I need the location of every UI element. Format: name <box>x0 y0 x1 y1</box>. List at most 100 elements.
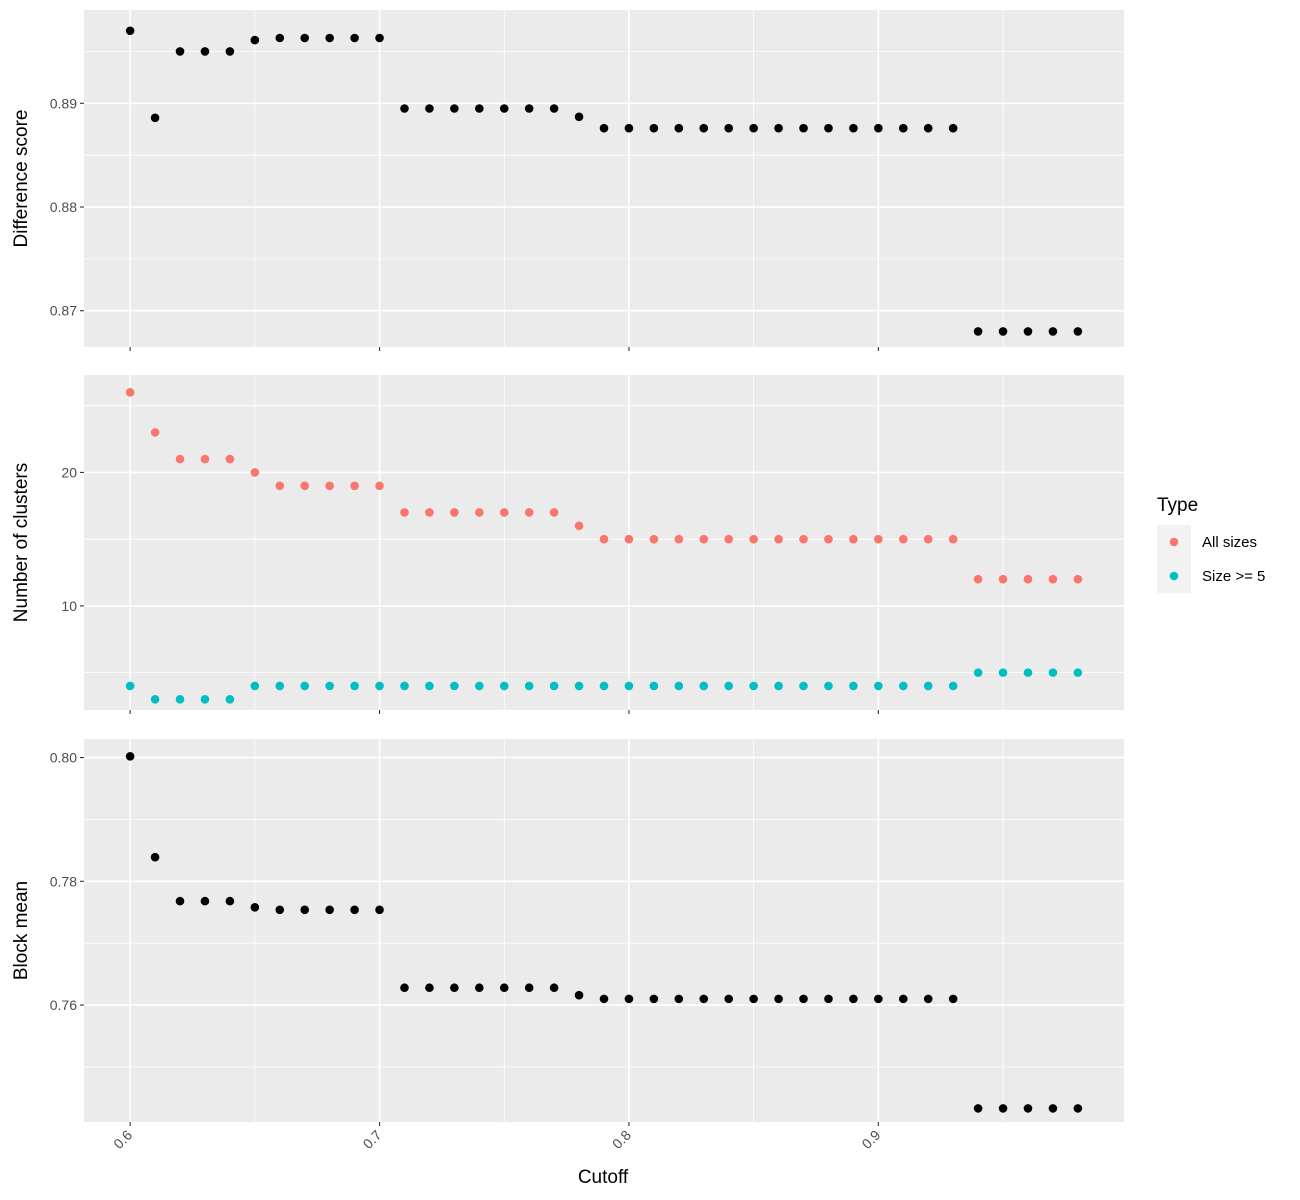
data-point <box>724 534 734 544</box>
legend-dot-all-sizes <box>1169 537 1179 547</box>
data-point <box>599 123 609 133</box>
y-tick-label: 20 <box>61 464 77 480</box>
data-point <box>524 681 534 691</box>
data-point <box>1023 327 1033 336</box>
y-tick-label: 0.89 <box>50 95 77 111</box>
data-point <box>400 508 409 517</box>
panel-background <box>84 10 1124 347</box>
data-point <box>998 668 1008 677</box>
data-point <box>998 1104 1008 1113</box>
data-point <box>275 481 285 491</box>
panel-background <box>84 739 1124 1122</box>
data-point <box>574 112 584 122</box>
data-point <box>524 983 534 993</box>
data-point <box>774 534 783 544</box>
data-point <box>225 695 235 704</box>
data-point <box>824 994 833 1004</box>
data-point <box>624 681 634 691</box>
y-axis-title: Block mean <box>11 881 32 980</box>
series-block-mean <box>125 752 1083 1113</box>
data-point <box>549 681 559 691</box>
data-point <box>574 521 584 531</box>
data-point <box>948 681 958 691</box>
y-tick-label: 0.80 <box>50 750 77 766</box>
legend-label-all-sizes: All sizes <box>1202 534 1257 551</box>
data-point <box>898 123 908 133</box>
series-difference-score <box>125 26 1083 336</box>
data-point <box>774 123 783 133</box>
data-point <box>499 508 509 517</box>
y-tick-label: 0.78 <box>50 873 77 889</box>
x-tick-label: 0.8 <box>609 1127 634 1152</box>
data-point <box>874 123 883 133</box>
x-tick-label: 0.7 <box>360 1127 385 1152</box>
data-point <box>474 681 484 691</box>
data-point <box>849 994 858 1004</box>
y-axis-title: Number of clusters <box>11 463 32 622</box>
data-point <box>923 994 933 1004</box>
data-point <box>499 104 509 113</box>
data-point <box>1023 574 1033 584</box>
data-point <box>649 123 659 133</box>
data-point <box>599 681 609 691</box>
data-point <box>400 104 409 113</box>
data-point <box>150 695 160 704</box>
series-all-sizes <box>125 388 1083 584</box>
data-point <box>849 123 858 133</box>
data-point <box>524 104 534 113</box>
data-point <box>350 905 359 915</box>
data-point <box>1048 574 1058 584</box>
data-point <box>200 896 210 906</box>
data-point <box>1023 668 1033 677</box>
data-point <box>325 681 334 691</box>
series-size-ge-5 <box>125 668 1083 704</box>
x-axis: 0.6 0.7 0.8 0.9 <box>110 1127 883 1152</box>
data-point <box>749 994 758 1004</box>
legend-title: Type <box>1157 495 1198 516</box>
data-point <box>175 454 185 464</box>
data-point <box>874 534 883 544</box>
data-point <box>998 574 1008 584</box>
data-point <box>125 388 135 397</box>
data-point <box>474 104 484 113</box>
data-point <box>549 104 559 113</box>
data-point <box>923 681 933 691</box>
data-point <box>923 534 933 544</box>
data-point <box>849 681 858 691</box>
data-point <box>225 454 235 464</box>
data-point <box>499 983 509 993</box>
data-point <box>674 681 684 691</box>
data-point <box>998 327 1008 336</box>
data-point <box>948 534 958 544</box>
data-point <box>699 994 709 1004</box>
data-point <box>599 994 609 1004</box>
data-point <box>973 1104 983 1113</box>
data-point <box>325 481 334 491</box>
data-point <box>824 681 833 691</box>
data-point <box>1073 327 1083 336</box>
data-point <box>724 123 734 133</box>
data-point <box>125 681 135 691</box>
legend-label-size-ge-5: Size >= 5 <box>1202 568 1265 585</box>
data-point <box>450 104 459 113</box>
data-point <box>624 534 634 544</box>
x-tick-label: 0.6 <box>110 1127 135 1152</box>
data-point <box>948 123 958 133</box>
data-point <box>225 47 235 56</box>
data-point <box>1048 1104 1058 1113</box>
data-point <box>250 35 260 45</box>
data-point <box>300 481 310 491</box>
data-point <box>375 681 384 691</box>
data-point <box>375 905 384 915</box>
data-point <box>125 26 135 36</box>
data-point <box>400 983 409 993</box>
data-point <box>524 508 534 517</box>
data-point <box>874 681 883 691</box>
data-point <box>799 123 808 133</box>
data-point <box>375 481 384 491</box>
y-axis-title: Difference score <box>11 110 32 248</box>
data-point <box>898 534 908 544</box>
y-tick-label: 0.76 <box>50 997 77 1013</box>
data-point <box>799 534 808 544</box>
